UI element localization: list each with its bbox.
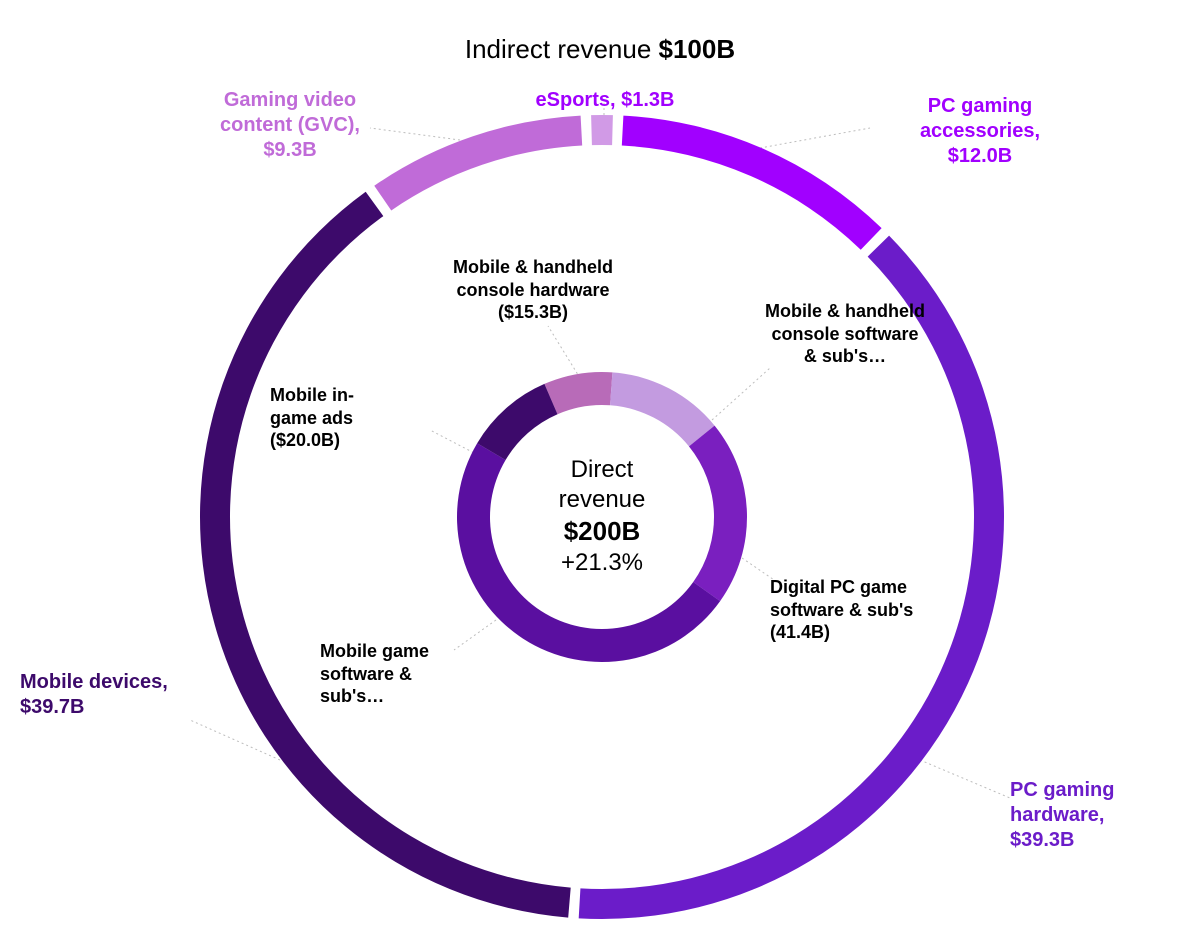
label-outer-pc_hardware: PC gaminghardware,$39.3B (1010, 778, 1200, 853)
label-outer-mobile_devices: Mobile devices,$39.7B (20, 670, 240, 720)
inner-slice-digital_pc (689, 426, 747, 601)
chart-stage: Indirect revenue $100B Direct revenue $2… (0, 0, 1200, 934)
label-inner-mh_software: Mobile & handheldconsole software& sub's… (720, 300, 970, 368)
label-inner-mobile_sw: Mobile gamesoftware &sub's… (320, 640, 520, 708)
leader-inner-mh_hardware (548, 326, 580, 378)
label-inner-mobile_ads: Mobile in-game ads($20.0B) (270, 384, 440, 452)
label-inner-mh_hardware: Mobile & handheldconsole hardware($15.3B… (408, 256, 658, 324)
label-outer-esports: eSports, $1.3B (500, 88, 710, 113)
outer-slice-pc_accessories (622, 116, 882, 250)
center-line-1: Direct (512, 455, 692, 485)
inner-slice-mh_software (610, 372, 715, 446)
leader-inner-mh_software (712, 368, 770, 420)
leader-outer-pc_accessories (760, 128, 870, 148)
label-inner-digital_pc: Digital PC gamesoftware & sub's(41.4B) (770, 576, 1000, 644)
center-label: Direct revenue $200B +21.3% (512, 455, 692, 578)
inner-slice-mobile_ads (477, 384, 557, 460)
label-outer-gvc: Gaming videocontent (GVC),$9.3B (170, 88, 410, 163)
center-line-2: revenue (512, 485, 692, 515)
center-line-3: $200B (512, 515, 692, 548)
label-outer-pc_accessories: PC gamingaccessories,$12.0B (870, 94, 1090, 169)
leader-outer-pc_hardware (920, 760, 1010, 798)
outer-slice-esports (591, 115, 613, 145)
center-line-4: +21.3% (512, 548, 692, 578)
